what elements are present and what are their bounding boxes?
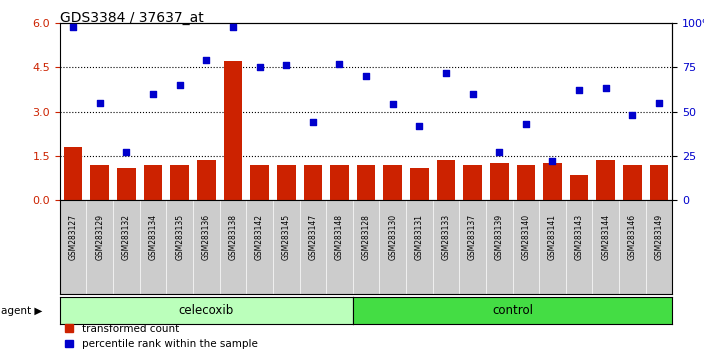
Point	[360, 73, 372, 79]
Point	[600, 86, 611, 91]
Text: GSM283136: GSM283136	[202, 214, 210, 260]
Bar	[384, 165, 402, 200]
Bar	[650, 165, 668, 200]
Bar	[170, 165, 189, 200]
Point	[334, 61, 345, 67]
Point	[121, 149, 132, 155]
Text: GSM283127: GSM283127	[69, 214, 77, 260]
Bar	[64, 147, 82, 200]
Point	[227, 24, 239, 29]
Point	[520, 121, 532, 127]
Point	[627, 112, 638, 118]
Point	[307, 119, 318, 125]
Bar	[543, 163, 562, 200]
Point	[494, 149, 505, 155]
Bar	[596, 160, 615, 200]
Bar	[623, 165, 641, 200]
Bar	[224, 61, 242, 200]
Text: GSM283134: GSM283134	[149, 214, 158, 260]
Text: celecoxib: celecoxib	[179, 304, 234, 317]
Bar	[277, 165, 296, 200]
Text: GSM283139: GSM283139	[495, 214, 504, 260]
Bar	[436, 160, 455, 200]
Point	[281, 63, 292, 68]
Point	[94, 100, 106, 105]
Text: GSM283142: GSM283142	[255, 214, 264, 260]
Text: GSM283129: GSM283129	[95, 214, 104, 260]
Text: GSM283148: GSM283148	[335, 214, 344, 260]
Text: GSM283141: GSM283141	[548, 214, 557, 260]
Text: GDS3384 / 37637_at: GDS3384 / 37637_at	[60, 11, 203, 25]
Text: GSM283130: GSM283130	[388, 214, 397, 260]
Text: GSM283131: GSM283131	[415, 214, 424, 260]
Text: GSM283137: GSM283137	[468, 214, 477, 260]
Bar	[357, 165, 375, 200]
Text: GSM283138: GSM283138	[228, 214, 237, 260]
Bar	[117, 167, 136, 200]
Point	[547, 158, 558, 164]
Legend: transformed count, percentile rank within the sample: transformed count, percentile rank withi…	[65, 324, 258, 349]
Text: GSM283133: GSM283133	[441, 214, 451, 260]
Text: GSM283135: GSM283135	[175, 214, 184, 260]
Bar	[410, 167, 429, 200]
Text: agent ▶: agent ▶	[1, 306, 43, 316]
Text: GSM283147: GSM283147	[308, 214, 318, 260]
Text: GSM283143: GSM283143	[574, 214, 584, 260]
Point	[653, 100, 665, 105]
Text: GSM283144: GSM283144	[601, 214, 610, 260]
Bar	[330, 165, 348, 200]
Bar	[90, 165, 109, 200]
Text: GSM283149: GSM283149	[655, 214, 663, 260]
Point	[387, 102, 398, 107]
Bar	[303, 165, 322, 200]
Point	[467, 91, 478, 97]
Bar	[250, 165, 269, 200]
Point	[574, 87, 585, 93]
Bar	[197, 160, 215, 200]
Text: control: control	[492, 304, 533, 317]
Point	[440, 70, 451, 75]
Point	[174, 82, 185, 88]
Text: GSM283128: GSM283128	[362, 214, 370, 260]
Point	[414, 123, 425, 129]
Bar	[144, 165, 163, 200]
Bar	[463, 165, 482, 200]
Text: GSM283146: GSM283146	[628, 214, 637, 260]
Text: GSM283132: GSM283132	[122, 214, 131, 260]
Bar	[570, 175, 589, 200]
Point	[68, 24, 79, 29]
Bar	[517, 165, 535, 200]
Point	[147, 91, 158, 97]
Text: GSM283140: GSM283140	[522, 214, 530, 260]
Point	[254, 64, 265, 70]
Text: GSM283145: GSM283145	[282, 214, 291, 260]
Point	[201, 57, 212, 63]
Bar	[490, 163, 508, 200]
